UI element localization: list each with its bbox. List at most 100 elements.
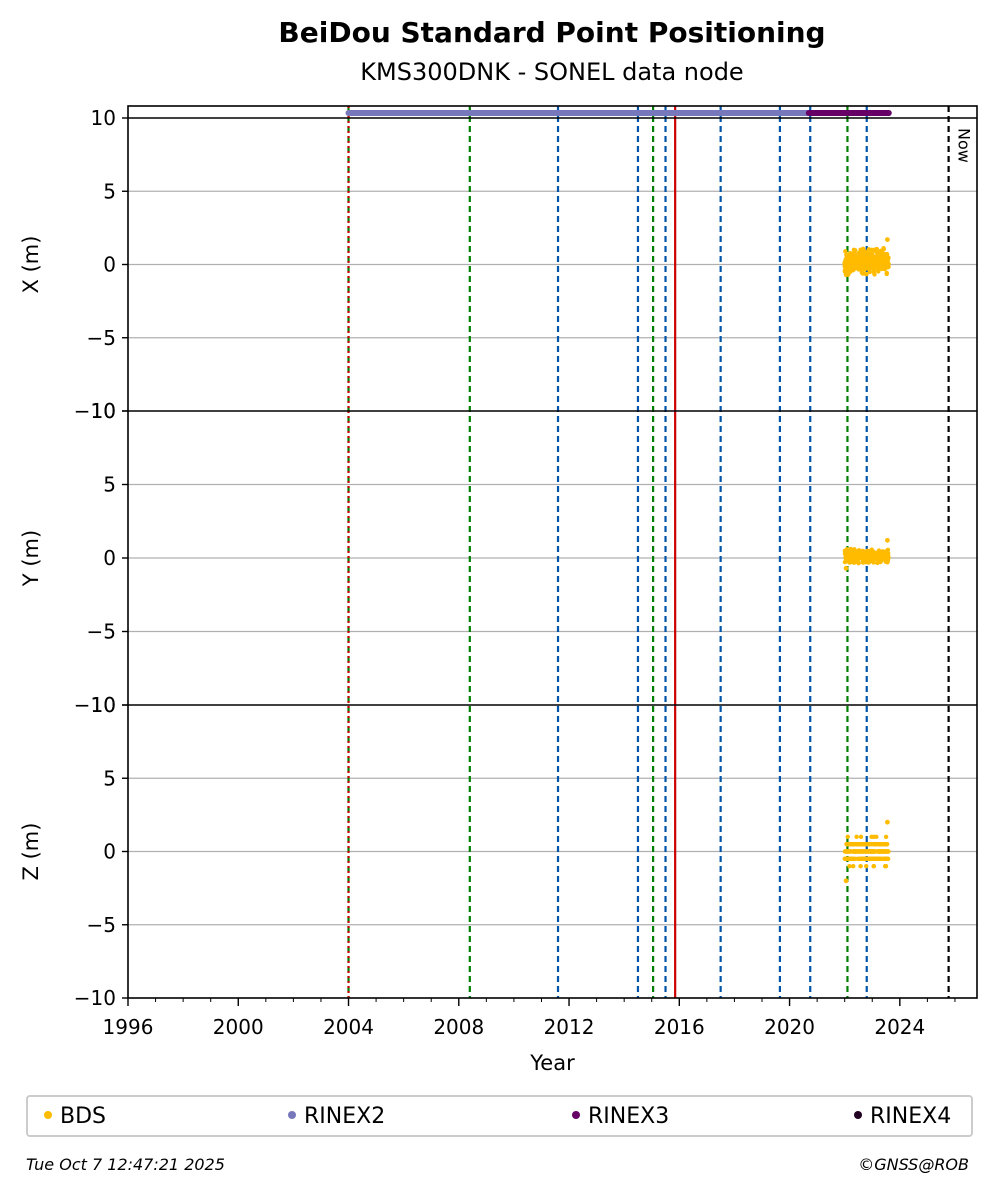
now-label: Now	[955, 128, 974, 163]
bds-point	[874, 834, 879, 840]
bds-point	[860, 556, 865, 562]
bds-point	[865, 258, 870, 264]
bds-point	[881, 245, 886, 251]
bds-point	[856, 250, 862, 256]
bds-point	[885, 264, 890, 269]
y-tick-label: 10	[91, 693, 116, 717]
bds-point	[851, 863, 856, 869]
legend-label-bds: BDS	[60, 1104, 106, 1129]
bds-point	[883, 834, 889, 840]
bds-point	[868, 841, 874, 847]
bds-point	[868, 252, 874, 258]
bds-point	[851, 247, 857, 253]
bds-point	[843, 565, 849, 571]
x-tick-label: 2020	[764, 1015, 815, 1039]
chart-subtitle: KMS300DNK - SONEL data node	[360, 58, 744, 86]
bds-point	[886, 555, 891, 560]
bds-point	[842, 267, 848, 272]
bds-point	[843, 257, 848, 263]
bds-point	[851, 841, 856, 847]
bds-points-z	[842, 819, 891, 884]
bds-point	[884, 252, 890, 257]
bds-point	[859, 261, 864, 266]
legend-item-bds: BDS	[44, 1104, 106, 1129]
legend-item-rinex2: RINEX2	[288, 1104, 385, 1129]
bds-point	[881, 841, 887, 847]
legend-dot-rinex3	[572, 1111, 580, 1119]
bds-point	[858, 863, 863, 869]
bds-point	[867, 267, 872, 272]
bds-point	[843, 272, 849, 278]
bds-point	[845, 834, 850, 840]
footer-timestamp: Tue Oct 7 12:47:21 2025	[26, 1155, 225, 1174]
bds-points-y	[842, 537, 891, 571]
bds-point	[844, 252, 849, 258]
plot-frame	[127, 105, 978, 999]
bds-point	[862, 849, 867, 854]
bds-point	[884, 271, 889, 277]
y-tick-label: 10	[91, 106, 116, 130]
bds-point	[869, 247, 875, 252]
y-tick-label: 5	[103, 766, 116, 790]
bds-point	[852, 253, 858, 258]
bds-points-x	[842, 237, 891, 278]
bds-point	[843, 878, 849, 884]
y-tick-label: −5	[87, 913, 116, 937]
legend-item-rinex4: RINEX4	[854, 1104, 951, 1129]
bds-point	[884, 841, 890, 847]
bds-point	[845, 856, 851, 862]
x-tick-label: 2008	[433, 1015, 484, 1039]
x-tick-label: 1996	[103, 1015, 154, 1039]
bds-point	[885, 856, 890, 862]
bds-point	[856, 554, 861, 560]
bds-point	[864, 250, 869, 255]
bds-point	[843, 549, 848, 555]
legend-label-rinex4: RINEX4	[870, 1104, 952, 1129]
bds-point	[870, 266, 875, 271]
y-tick-label: 0	[103, 840, 116, 864]
y-tick-label: −5	[87, 326, 116, 350]
legend-dot-bds	[44, 1111, 52, 1119]
bds-point	[843, 249, 848, 254]
bds-point	[851, 849, 856, 854]
bds-point	[866, 549, 871, 555]
bds-point	[883, 849, 889, 854]
bds-point	[866, 560, 872, 565]
bds-point	[885, 819, 890, 825]
bds-point	[859, 841, 864, 847]
legend-dot-rinex4	[854, 1111, 862, 1119]
y-tick-label: −5	[87, 620, 116, 644]
x-axis-label: Year	[529, 1051, 575, 1075]
bds-point	[846, 849, 852, 854]
y-tick-label: −10	[74, 693, 116, 717]
bds-point	[848, 255, 854, 261]
legend: BDS RINEX2 RINEX3 RINEX4	[26, 1095, 973, 1137]
bds-point	[868, 849, 874, 854]
legend-label-rinex3: RINEX3	[588, 1104, 670, 1129]
bds-point	[881, 555, 887, 561]
bds-point	[862, 271, 868, 276]
bds-point	[883, 863, 889, 869]
bds-point	[842, 856, 847, 862]
bds-point	[852, 856, 857, 862]
y-axis-label: X (m)	[19, 236, 43, 294]
y-tick-label: 0	[103, 253, 116, 277]
bds-point	[858, 849, 864, 854]
bds-point	[850, 556, 855, 562]
bds-point	[871, 863, 876, 869]
bds-point	[881, 259, 886, 264]
x-tick-label: 2016	[654, 1015, 705, 1039]
bds-point	[864, 841, 869, 847]
bds-point	[854, 834, 859, 840]
bds-point	[876, 550, 881, 555]
bds-point	[885, 237, 890, 242]
legend-item-rinex3: RINEX3	[572, 1104, 669, 1129]
legend-label-rinex2: RINEX2	[304, 1104, 386, 1129]
y-tick-label: 0	[103, 546, 116, 570]
bds-point	[842, 264, 847, 269]
bds-point	[879, 266, 884, 271]
bds-point	[858, 834, 864, 840]
bds-point	[850, 268, 856, 273]
bds-point	[845, 556, 851, 562]
bds-point	[862, 550, 867, 555]
